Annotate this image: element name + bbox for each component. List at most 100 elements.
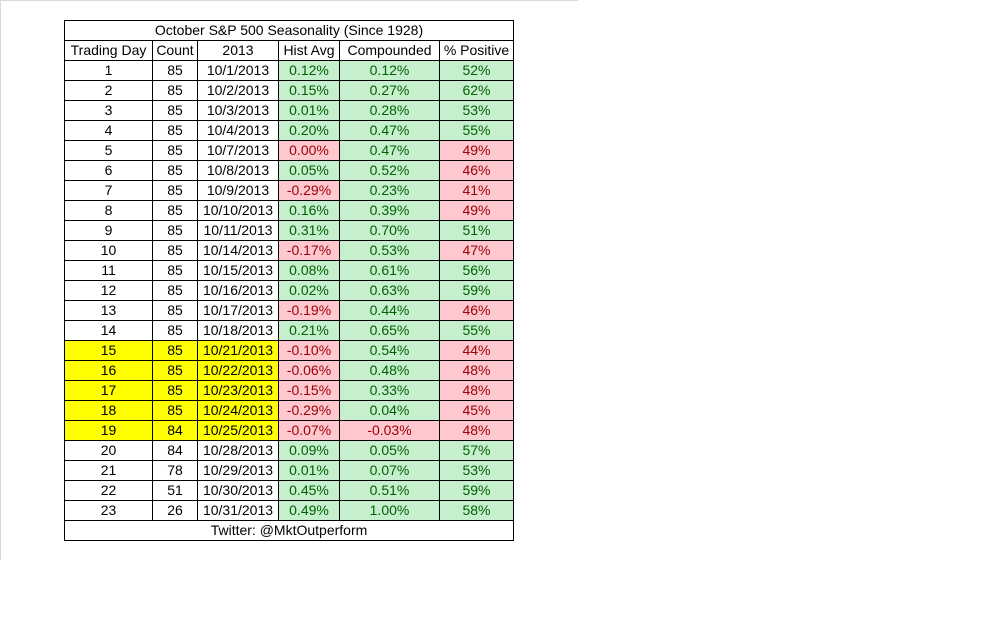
cell-date: 10/22/2013 [197, 360, 279, 381]
cell-trading-day: 6 [64, 160, 153, 181]
cell-pct-positive: 53% [439, 460, 514, 481]
cell-hist-avg: 0.16% [278, 200, 340, 221]
table-row: 2 85 10/2/2013 0.15% 0.27% 62% [64, 80, 514, 101]
table-row: 1 85 10/1/2013 0.12% 0.12% 52% [64, 60, 514, 81]
cell-compounded: 1.00% [339, 500, 440, 521]
title-row: October S&P 500 Seasonality (Since 1928) [64, 20, 514, 41]
cell-compounded: 0.33% [339, 380, 440, 401]
cell-count: 84 [152, 440, 198, 461]
cell-date: 10/21/2013 [197, 340, 279, 361]
cell-compounded: 0.05% [339, 440, 440, 461]
table-row: 15 85 10/21/2013 -0.10% 0.54% 44% [64, 340, 514, 361]
table-row: 14 85 10/18/2013 0.21% 0.65% 55% [64, 320, 514, 341]
cell-date: 10/23/2013 [197, 380, 279, 401]
cell-trading-day: 17 [64, 380, 153, 401]
cell-hist-avg: 0.01% [278, 460, 340, 481]
header-trading-day: Trading Day [64, 40, 153, 61]
cell-trading-day: 23 [64, 500, 153, 521]
cell-count: 85 [152, 220, 198, 241]
cell-trading-day: 22 [64, 480, 153, 501]
cell-pct-positive: 55% [439, 120, 514, 141]
cell-count: 85 [152, 320, 198, 341]
cell-compounded: 0.07% [339, 460, 440, 481]
cell-hist-avg: 0.45% [278, 480, 340, 501]
header-year: 2013 [197, 40, 279, 61]
cell-pct-positive: 62% [439, 80, 514, 101]
cell-pct-positive: 46% [439, 300, 514, 321]
header-row: Trading Day Count 2013 Hist Avg Compound… [64, 40, 514, 61]
cell-date: 10/11/2013 [197, 220, 279, 241]
twitter-credit: Twitter: @MktOutperform [64, 520, 514, 541]
table-row: 3 85 10/3/2013 0.01% 0.28% 53% [64, 100, 514, 121]
cell-date: 10/1/2013 [197, 60, 279, 81]
table-row: 7 85 10/9/2013 -0.29% 0.23% 41% [64, 180, 514, 201]
cell-count: 85 [152, 400, 198, 421]
cell-date: 10/2/2013 [197, 80, 279, 101]
cell-pct-positive: 58% [439, 500, 514, 521]
table-row: 16 85 10/22/2013 -0.06% 0.48% 48% [64, 360, 514, 381]
cell-trading-day: 8 [64, 200, 153, 221]
cell-date: 10/16/2013 [197, 280, 279, 301]
cell-compounded: 0.61% [339, 260, 440, 281]
table-row: 11 85 10/15/2013 0.08% 0.61% 56% [64, 260, 514, 281]
cell-date: 10/30/2013 [197, 480, 279, 501]
cell-hist-avg: 0.31% [278, 220, 340, 241]
cell-pct-positive: 47% [439, 240, 514, 261]
header-pct-positive: % Positive [439, 40, 514, 61]
cell-count: 85 [152, 300, 198, 321]
cell-count: 85 [152, 120, 198, 141]
cell-trading-day: 14 [64, 320, 153, 341]
cell-compounded: 0.52% [339, 160, 440, 181]
cell-count: 85 [152, 200, 198, 221]
cell-pct-positive: 49% [439, 140, 514, 161]
cell-pct-positive: 48% [439, 360, 514, 381]
cell-trading-day: 3 [64, 100, 153, 121]
cell-count: 85 [152, 260, 198, 281]
cell-pct-positive: 59% [439, 480, 514, 501]
cell-trading-day: 10 [64, 240, 153, 261]
cell-pct-positive: 51% [439, 220, 514, 241]
cell-hist-avg: 0.00% [278, 140, 340, 161]
cell-count: 85 [152, 240, 198, 261]
cell-hist-avg: 0.15% [278, 80, 340, 101]
cell-pct-positive: 56% [439, 260, 514, 281]
sheet-edge-left [0, 0, 1, 560]
cell-compounded: 0.27% [339, 80, 440, 101]
cell-pct-positive: 41% [439, 180, 514, 201]
cell-compounded: 0.47% [339, 120, 440, 141]
sheet-edge-top [0, 0, 578, 1]
cell-compounded: 0.12% [339, 60, 440, 81]
cell-trading-day: 21 [64, 460, 153, 481]
header-count: Count [152, 40, 198, 61]
cell-count: 85 [152, 180, 198, 201]
header-compounded: Compounded [339, 40, 440, 61]
seasonality-table: October S&P 500 Seasonality (Since 1928)… [64, 20, 514, 541]
cell-trading-day: 5 [64, 140, 153, 161]
cell-date: 10/15/2013 [197, 260, 279, 281]
table-row: 18 85 10/24/2013 -0.29% 0.04% 45% [64, 400, 514, 421]
cell-count: 84 [152, 420, 198, 441]
cell-count: 85 [152, 140, 198, 161]
cell-pct-positive: 46% [439, 160, 514, 181]
cell-trading-day: 9 [64, 220, 153, 241]
table-row: 10 85 10/14/2013 -0.17% 0.53% 47% [64, 240, 514, 261]
cell-compounded: 0.47% [339, 140, 440, 161]
cell-date: 10/17/2013 [197, 300, 279, 321]
table-row: 8 85 10/10/2013 0.16% 0.39% 49% [64, 200, 514, 221]
cell-hist-avg: 0.08% [278, 260, 340, 281]
cell-hist-avg: -0.29% [278, 180, 340, 201]
cell-compounded: 0.04% [339, 400, 440, 421]
cell-hist-avg: -0.19% [278, 300, 340, 321]
table-row: 19 84 10/25/2013 -0.07% -0.03% 48% [64, 420, 514, 441]
cell-trading-day: 11 [64, 260, 153, 281]
cell-hist-avg: -0.07% [278, 420, 340, 441]
table-row: 23 26 10/31/2013 0.49% 1.00% 58% [64, 500, 514, 521]
cell-trading-day: 20 [64, 440, 153, 461]
cell-hist-avg: -0.15% [278, 380, 340, 401]
cell-count: 51 [152, 480, 198, 501]
cell-date: 10/31/2013 [197, 500, 279, 521]
cell-hist-avg: 0.09% [278, 440, 340, 461]
cell-trading-day: 16 [64, 360, 153, 381]
cell-compounded: 0.54% [339, 340, 440, 361]
cell-hist-avg: 0.12% [278, 60, 340, 81]
